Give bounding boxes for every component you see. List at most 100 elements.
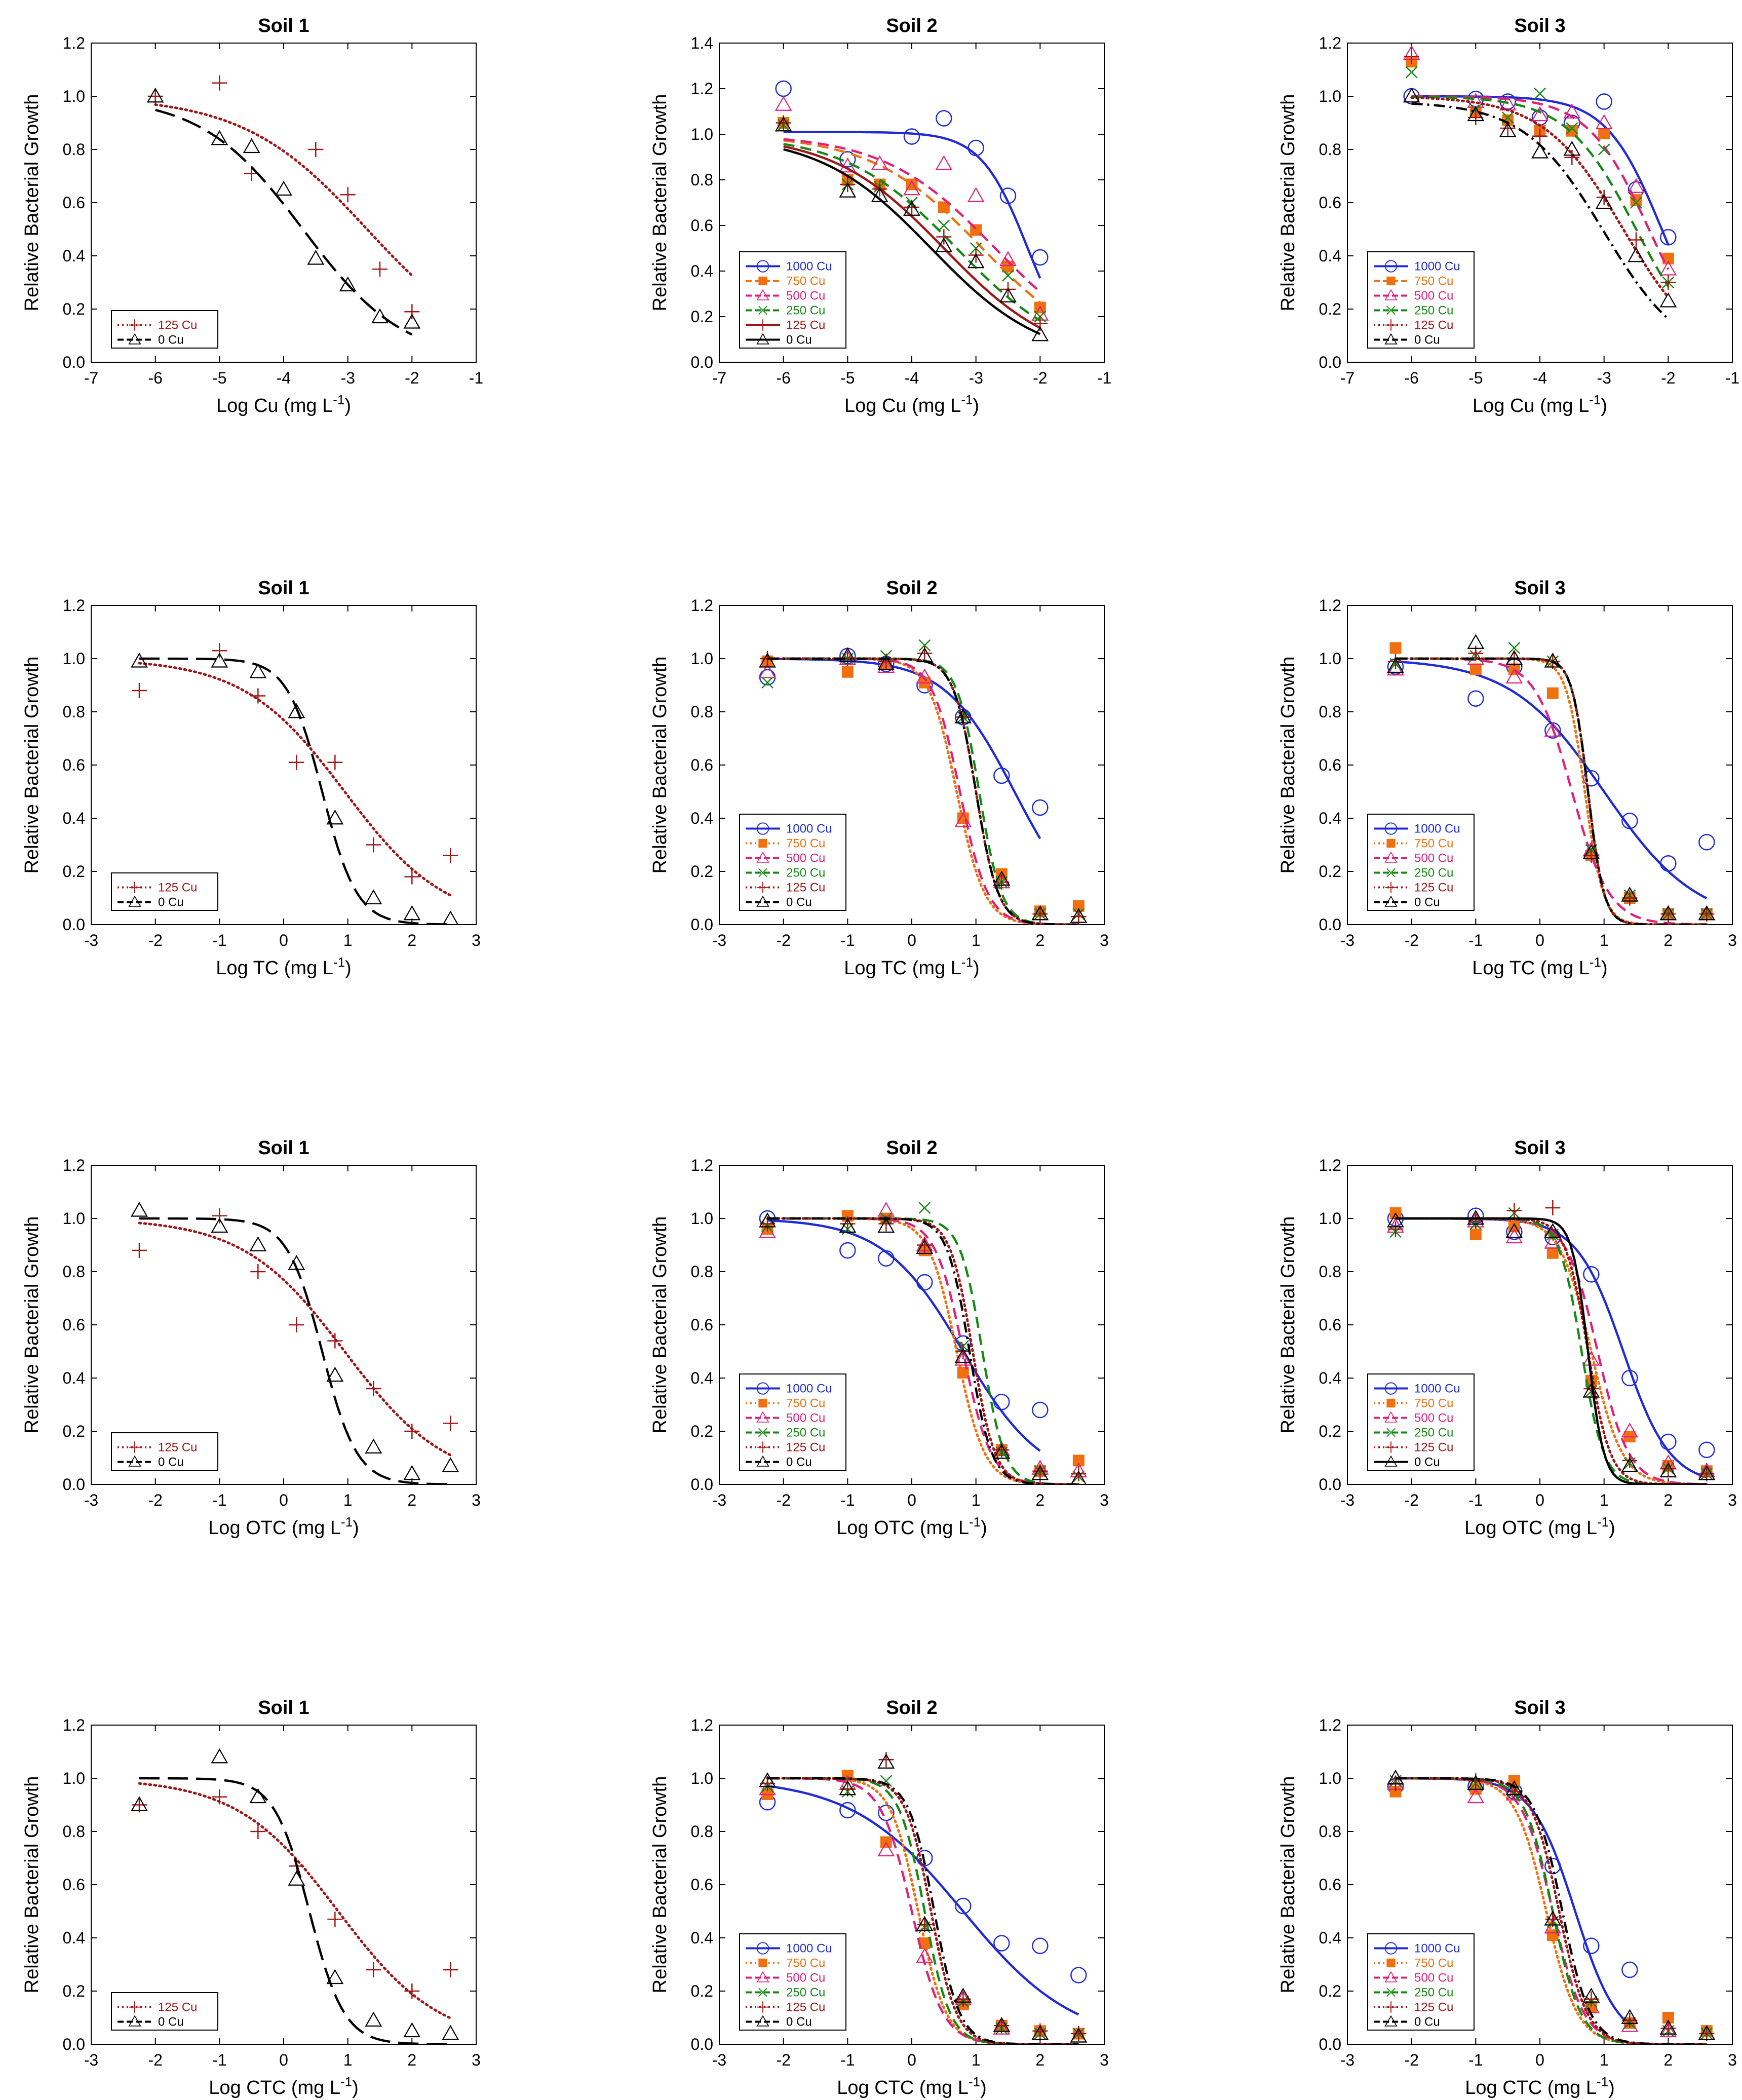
y-tick-label: 0.4 — [691, 1369, 713, 1387]
panel-title: Soil 1 — [258, 1697, 309, 1719]
data-point-0-cu — [442, 910, 459, 925]
data-point-0-cu — [1499, 122, 1517, 137]
data-point-0-cu — [131, 1202, 148, 1217]
y-tick-label: 0.0 — [691, 1475, 713, 1494]
data-point-125-cu — [1699, 1466, 1715, 1481]
data-point-0-cu — [1544, 1223, 1562, 1238]
data-point-1000-cu — [878, 1250, 895, 1267]
data-point-125-cu — [250, 1824, 266, 1839]
y-tick-label: 0.6 — [691, 1876, 713, 1894]
legend-box — [111, 872, 218, 911]
legend-marker — [129, 319, 141, 331]
legend-label: 1000 Cu — [786, 260, 832, 274]
x-tick-label: 0 — [907, 931, 916, 949]
data-point-0-cu — [211, 653, 228, 668]
data-point-125-cu — [1660, 2020, 1676, 2036]
legend-marker — [128, 2015, 141, 2027]
data-point-0-cu — [1628, 247, 1645, 262]
fit-curve-750-cu — [1411, 95, 1670, 270]
y-axis-label: Relative Bacterial Growth — [1278, 1216, 1299, 1434]
fit-curve-500-cu — [783, 138, 1041, 293]
x-tick-label: -2 — [148, 1491, 162, 1509]
legend-marker — [1386, 306, 1396, 315]
data-point-0-cu — [339, 276, 357, 292]
legend-label: 0 Cu — [158, 333, 184, 347]
data-point-125-cu — [404, 304, 420, 320]
data-point-0-cu — [1031, 905, 1049, 921]
data-point-1000-cu — [1544, 1858, 1561, 1875]
data-point-125-cu — [132, 683, 147, 698]
y-tick-label: 0.0 — [691, 915, 713, 934]
data-point-1000-cu — [1660, 229, 1677, 246]
data-point-0-cu — [839, 1217, 857, 1233]
plot-area — [759, 1202, 1088, 1484]
fit-curve-1000-cu — [767, 1219, 1041, 1452]
y-tick-label: 1.0 — [1319, 1209, 1341, 1228]
data-point-0-cu — [1659, 292, 1677, 308]
data-point-125-cu — [1660, 275, 1676, 290]
x-tick-label: -3 — [84, 931, 98, 949]
x-tick-label: -1 — [1725, 369, 1739, 387]
data-point-500-cu — [967, 187, 985, 202]
data-point-250-cu — [918, 639, 931, 652]
data-point-125-cu — [404, 869, 420, 885]
data-point-125-cu — [366, 1381, 381, 1396]
panel-title: Soil 3 — [1514, 1137, 1565, 1159]
y-tick-label: 1.0 — [63, 87, 85, 105]
y-axis-label: Relative Bacterial Growth — [649, 1776, 671, 1994]
legend-label: 0 Cu — [786, 1456, 812, 1469]
data-point-0-cu — [211, 130, 228, 145]
data-point-125-cu — [340, 187, 356, 203]
data-point-250-cu — [1598, 143, 1610, 156]
data-point-0-cu — [442, 1457, 459, 1472]
data-point-0-cu — [131, 653, 148, 668]
data-point-1000-cu — [999, 187, 1017, 204]
x-tick-label: -7 — [1340, 369, 1354, 387]
data-point-125-cu — [327, 754, 343, 770]
data-point-0-cu — [249, 1236, 267, 1251]
y-axis-label: Relative Bacterial Growth — [1278, 1776, 1299, 1994]
x-tick-label: 0 — [907, 1491, 916, 1509]
data-point-125-cu — [308, 142, 324, 157]
data-point-1000-cu — [1660, 855, 1677, 872]
legend-marker — [1384, 895, 1398, 907]
data-point-500-cu — [775, 96, 792, 111]
plot-area — [146, 75, 421, 336]
panel-title: Soil 2 — [886, 578, 937, 599]
data-point-0-cu — [365, 889, 382, 904]
data-point-750-cu — [1598, 128, 1610, 139]
x-tick-label: -6 — [148, 369, 162, 387]
data-point-0-cu — [1659, 905, 1677, 921]
panel-title: Soil 1 — [258, 578, 309, 599]
data-point-1000-cu — [1698, 1441, 1715, 1458]
legend-label: 500 Cu — [786, 1971, 825, 1985]
data-point-0-cu — [243, 138, 260, 154]
legend-marker — [756, 289, 769, 300]
data-point-500-cu — [1467, 1788, 1485, 1804]
data-point-125-cu — [1545, 1912, 1561, 1927]
x-tick-label: -1 — [840, 2051, 855, 2069]
data-point-0-cu — [1387, 1212, 1404, 1228]
data-point-125-cu — [994, 2018, 1010, 2034]
data-point-250-cu — [1405, 66, 1418, 79]
legend-label: 0 Cu — [786, 896, 812, 909]
panel-title: Soil 1 — [258, 1137, 309, 1159]
x-tick-label: 2 — [1035, 931, 1044, 949]
data-point-1000-cu — [1032, 249, 1049, 266]
y-tick-label: 0.0 — [1319, 353, 1341, 371]
x-tick-label: 3 — [472, 1491, 481, 1509]
y-tick-label: 0.6 — [63, 756, 85, 774]
data-point-500-cu — [871, 155, 888, 170]
x-tick-label: 2 — [1663, 2051, 1673, 2069]
plot-area — [131, 643, 459, 925]
legend-marker — [1386, 1428, 1396, 1437]
y-tick-label: 0.8 — [691, 703, 713, 721]
data-point-750-cu — [1546, 687, 1559, 699]
legend-marker — [128, 1455, 141, 1467]
data-point-1000-cu — [1032, 799, 1049, 816]
legend-label: 1000 Cu — [1414, 1942, 1460, 1956]
fit-curve-0-cu — [155, 108, 413, 336]
data-point-0-cu — [1531, 143, 1549, 159]
data-point-750-cu — [1469, 663, 1482, 675]
data-point-125-cu — [1404, 49, 1419, 64]
